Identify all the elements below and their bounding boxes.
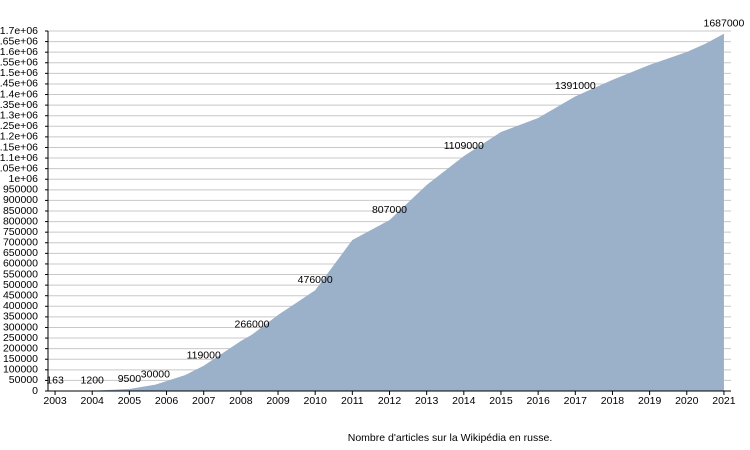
y-tick-label: 250000	[3, 332, 38, 344]
x-tick-label: 2019	[638, 395, 662, 407]
y-tick-label: 1.55e+06	[0, 57, 38, 69]
data-label: 9500	[118, 373, 142, 385]
y-tick-label: 1.35e+06	[0, 99, 38, 111]
data-label: 266000	[234, 318, 269, 330]
y-tick-label: 1e+06	[9, 173, 39, 185]
x-tick-label: 2020	[675, 395, 699, 407]
y-tick-label: 1.7e+06	[0, 25, 38, 37]
y-tick-label: 1.6e+06	[0, 46, 38, 58]
x-tick-label: 2008	[229, 395, 253, 407]
data-label: 1391000	[555, 80, 596, 92]
data-label: 163	[46, 375, 64, 387]
data-label: 30000	[141, 368, 170, 380]
y-tick-label: 200000	[3, 342, 38, 354]
data-label: 119000	[187, 350, 221, 362]
x-tick-label: 2006	[155, 395, 179, 407]
x-tick-label: 2011	[341, 395, 364, 407]
y-tick-label: 1.15e+06	[0, 141, 38, 153]
y-tick-label: 50000	[9, 374, 38, 386]
y-tick-label: 1.45e+06	[0, 78, 38, 90]
x-tick-label: 2012	[378, 395, 402, 407]
area	[55, 33, 724, 392]
x-tick-label: 2013	[415, 395, 439, 407]
x-tick-label: 2017	[564, 395, 588, 407]
data-label: 807000	[372, 204, 407, 216]
chart-caption: Nombre d'articles sur la Wikipédia en ru…	[348, 432, 553, 444]
x-tick-label: 2021	[712, 395, 736, 407]
x-tick-label: 2004	[81, 395, 105, 407]
y-tick-label: 100000	[3, 364, 38, 376]
y-tick-label: 1.25e+06	[0, 120, 38, 132]
x-tick-label: 2003	[43, 395, 67, 407]
x-tick-label: 2014	[452, 395, 476, 407]
y-tick-label: 600000	[3, 258, 38, 270]
x-tick-label: 2015	[489, 395, 513, 407]
x-tick-label: 2016	[526, 395, 550, 407]
x-tick-label: 2005	[118, 395, 142, 407]
x-tick-label: 2018	[601, 395, 625, 407]
y-tick-label: 1.1e+06	[0, 152, 38, 164]
y-tick-label: 150000	[3, 353, 38, 365]
y-tick-label: 1.2e+06	[0, 131, 38, 143]
y-tick-label: 1.65e+06	[0, 35, 38, 47]
y-tick-label: 300000	[3, 321, 38, 333]
x-tick-label: 2007	[192, 395, 216, 407]
y-tick-label: 650000	[3, 247, 38, 259]
y-tick-label: 1.4e+06	[0, 88, 38, 100]
y-tick-label: 750000	[3, 226, 38, 238]
y-tick-label: 350000	[3, 311, 38, 323]
y-tick-label: 0	[32, 385, 38, 397]
y-tick-label: 700000	[3, 237, 38, 249]
data-label: 476000	[298, 274, 333, 286]
y-tick-label: 500000	[3, 279, 38, 291]
data-label: 1687000	[703, 18, 744, 30]
data-label: 1109000	[444, 140, 484, 152]
y-tick-label: 1.5e+06	[0, 67, 38, 79]
y-tick-label: 1.05e+06	[0, 162, 38, 174]
y-tick-label: 1.3e+06	[0, 109, 38, 121]
x-tick-label: 2010	[304, 395, 328, 407]
x-tick-label: 2009	[266, 395, 290, 407]
y-tick-label: 900000	[3, 194, 38, 206]
y-tick-label: 850000	[3, 205, 38, 217]
y-tick-label: 550000	[3, 268, 38, 280]
data-label: 1200	[81, 375, 105, 387]
y-tick-label: 800000	[3, 215, 38, 227]
y-tick-label: 950000	[3, 184, 38, 196]
y-tick-label: 400000	[3, 300, 38, 312]
y-tick-label: 450000	[3, 289, 38, 301]
